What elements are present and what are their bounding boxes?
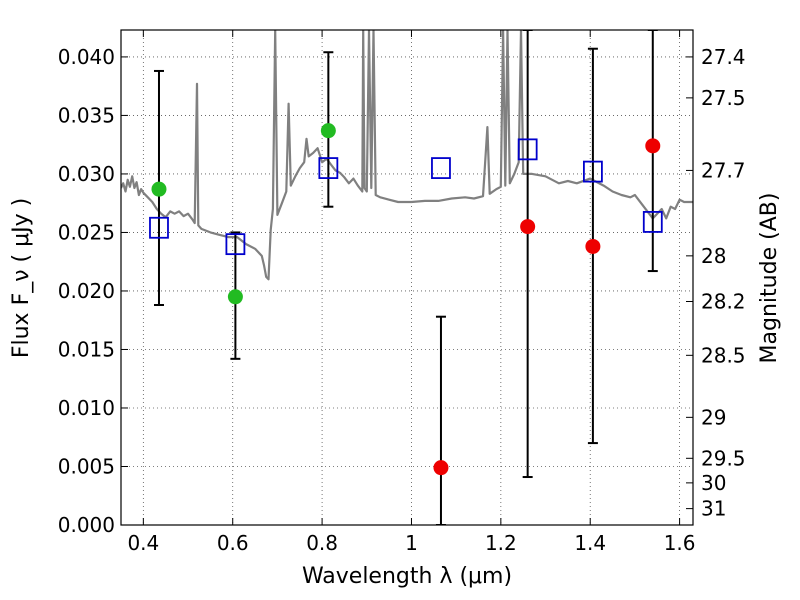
model-band-square: [583, 160, 603, 183]
y-tick-label: 0.015: [58, 337, 115, 361]
observed-flux-point: [151, 181, 167, 197]
model-band-square: [225, 233, 246, 256]
x-tick-label: 1.6: [664, 531, 696, 555]
x-tick-label: 1.2: [485, 531, 517, 555]
y-tick-label: 0.025: [58, 220, 115, 244]
x-axis-label: Wavelength λ (μm): [302, 564, 512, 589]
y-tick-label: 0.035: [58, 103, 115, 127]
model-band-square: [517, 138, 538, 161]
observed-flux-point: [520, 219, 536, 235]
observed-flux-point: [645, 138, 661, 154]
y-tick-label: 0.040: [58, 45, 115, 69]
model-band-square: [149, 216, 169, 239]
observed-flux-point: [320, 123, 336, 139]
x-tick-label: 0.6: [217, 531, 249, 555]
mag-tick-label: 29.5: [701, 446, 746, 470]
observed-flux-point: [227, 289, 243, 305]
data-layer: [121, 30, 693, 525]
y-tick-label: 0.010: [58, 396, 115, 420]
mag-tick-label: 28.5: [701, 343, 746, 367]
plot-frame: [120, 29, 694, 526]
model-spectrum-line: [121, 30, 693, 281]
model-band-square: [431, 157, 451, 179]
mag-tick-label: 31: [701, 497, 726, 521]
y-tick-label: 0.020: [58, 279, 115, 303]
mag-tick-label: 27.5: [701, 86, 746, 110]
y-axis-label-right: Magnitude (AB): [757, 193, 782, 364]
grid: [121, 30, 693, 526]
mag-tick-label: 28: [701, 244, 726, 268]
model-band-square: [318, 157, 339, 179]
x-tick-label: 1: [405, 531, 418, 555]
y-tick-label: 0.005: [58, 454, 115, 478]
mag-tick-label: 27.7: [701, 158, 746, 182]
ticks: 0.4 0.6 0.8 1 1.2 1.4 1.6 0.000 0.005 0.010 0.015 0…: [58, 30, 746, 555]
mag-tick-label: 30: [701, 471, 726, 495]
x-tick-label: 0.4: [127, 531, 159, 555]
y-tick-label: 0.030: [58, 162, 115, 186]
x-tick-label: 1.4: [574, 531, 606, 555]
mag-tick-label: 27.4: [701, 45, 746, 69]
mag-tick-label: 29: [701, 405, 726, 429]
model-band-square: [642, 211, 663, 233]
x-tick-label: 0.8: [306, 531, 338, 555]
observed-flux-point: [433, 460, 449, 476]
y-axis-label: Flux F_ν ( μJy ): [9, 198, 34, 358]
observed-flux-point: [585, 238, 601, 254]
y-tick-label: 0.000: [58, 513, 115, 537]
mag-tick-label: 28.2: [701, 289, 746, 313]
